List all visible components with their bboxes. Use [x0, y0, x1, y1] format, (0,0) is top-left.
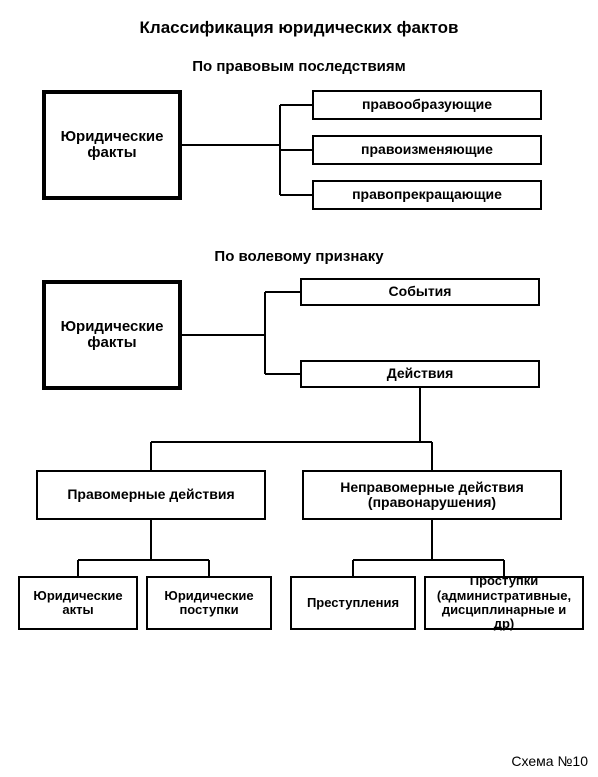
unlawful-node: Неправомерные действия (правонарушения)	[302, 470, 562, 520]
section1-item-3: правопрекращающие	[312, 180, 542, 210]
crimes-node: Преступления	[290, 576, 416, 630]
section1-root-node: Юридические факты	[42, 90, 182, 200]
deeds-node: Юридические поступки	[146, 576, 272, 630]
acts-node: Юридические акты	[18, 576, 138, 630]
section2-root-node: Юридические факты	[42, 280, 182, 390]
misd-node: Проступки (административные, дисциплинар…	[424, 576, 584, 630]
actions-node: Действия	[300, 360, 540, 388]
footer-label: Схема №10	[511, 753, 588, 769]
section1-item-1: правообразующие	[312, 90, 542, 120]
section2-subtitle: По волевому признаку	[0, 248, 598, 265]
section1-subtitle: По правовым последствиям	[0, 58, 598, 75]
section1-item-2: правоизменяющие	[312, 135, 542, 165]
diagram-page: Классификация юридических фактов По прав…	[0, 0, 598, 777]
events-node: События	[300, 278, 540, 306]
lawful-node: Правомерные действия	[36, 470, 266, 520]
page-title: Классификация юридических фактов	[0, 18, 598, 38]
